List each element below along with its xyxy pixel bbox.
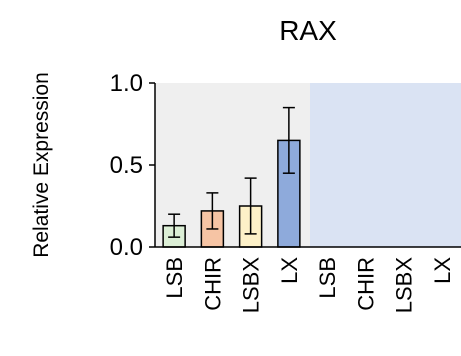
x-labels-layer: LSB CHIR LSBX LX LSB CHIR LSBX LX (162, 257, 455, 314)
y-tick-label-2: 1.0 (110, 70, 143, 97)
y-tick-label-1: 0.5 (110, 152, 143, 179)
error-bar-0 (168, 213, 181, 238)
error-bars-layer (168, 106, 295, 238)
x-tick-label-7: LX (430, 257, 455, 284)
error-bar-1 (206, 192, 219, 230)
error-bar-3 (282, 106, 295, 174)
y-ticks-layer: 0.0 0.5 1.0 (110, 70, 155, 261)
x-tick-label-3: LX (277, 257, 302, 284)
chart-title: RAX (279, 15, 337, 46)
x-tick-label-4: LSB (315, 257, 340, 299)
x-tick-label-6: LSBX (392, 257, 417, 314)
bars-layer (162, 139, 301, 248)
x-tick-label-0: LSB (162, 257, 187, 299)
error-bar-2 (244, 177, 257, 235)
x-tick-label-2: LSBX (239, 257, 264, 314)
panel-right (310, 83, 461, 247)
x-tick-label-1: CHIR (200, 257, 225, 311)
y-tick-label-0: 0.0 (110, 234, 143, 261)
y-axis-label: Relative Expression (30, 72, 53, 258)
x-tick-label-5: CHIR (353, 257, 378, 311)
